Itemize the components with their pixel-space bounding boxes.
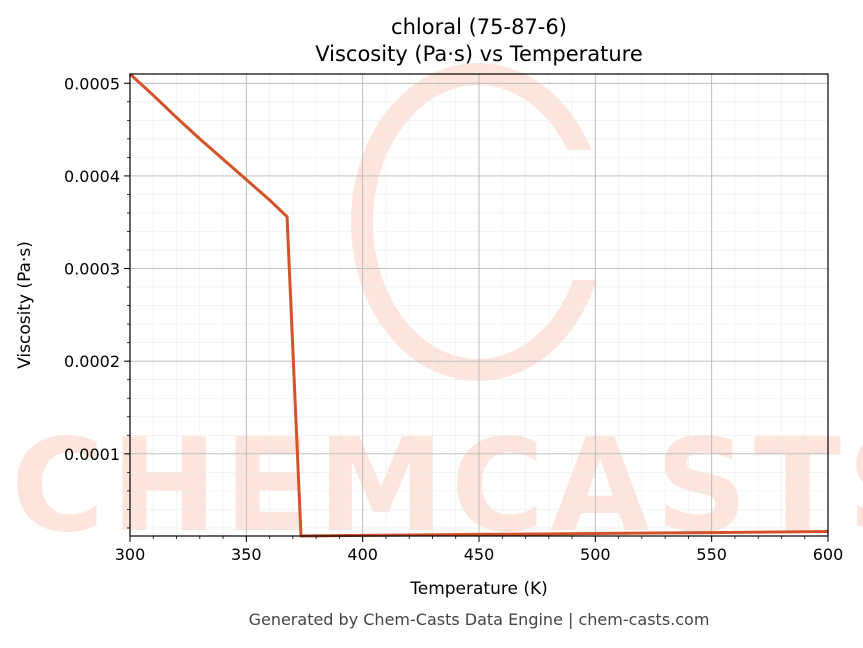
x-tick-label: 450 (464, 545, 495, 564)
x-axis-ticks: 300 350 400 450 500 550 600 (115, 536, 844, 564)
y-tick-label: 0.0002 (64, 352, 120, 371)
x-axis-label: Temperature (K) (409, 579, 548, 599)
chart-title: chloral (75-87-6) (391, 15, 567, 39)
x-tick-label: 350 (231, 545, 262, 564)
y-tick-label: 0.0005 (64, 74, 120, 93)
y-axis-label: Viscosity (Pa·s) (15, 241, 35, 369)
y-axis-ticks: 0.0001 0.0002 0.0003 0.0004 0.0005 (64, 74, 130, 529)
watermark-ring-gap (545, 150, 615, 280)
series-line (128, 72, 829, 538)
x-tick-label: 300 (115, 545, 146, 564)
x-tick-label: 550 (696, 545, 727, 564)
x-tick-label: 400 (347, 545, 378, 564)
y-tick-label: 0.0003 (64, 260, 120, 279)
chart-subtitle: Viscosity (Pa·s) vs Temperature (315, 42, 643, 66)
series-layer (128, 72, 829, 538)
footer-credit: Generated by Chem-Casts Data Engine | ch… (249, 610, 710, 629)
y-tick-label: 0.0004 (64, 167, 120, 186)
x-tick-label: 500 (580, 545, 611, 564)
y-tick-label: 0.0001 (64, 445, 120, 464)
x-tick-label: 600 (813, 545, 844, 564)
